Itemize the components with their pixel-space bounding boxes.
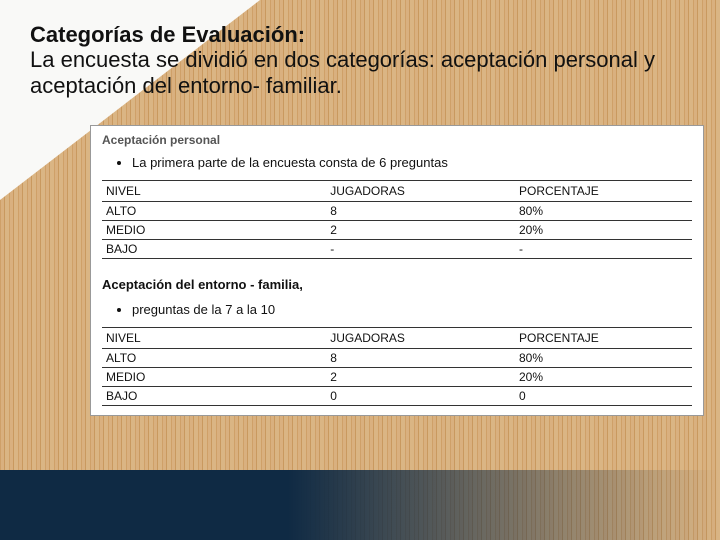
- section1-bullet: La primera parte de la encuesta consta d…: [132, 155, 692, 170]
- table-cell: 8: [326, 202, 515, 221]
- table-header: JUGADORAS: [326, 181, 515, 202]
- bottom-stripe: [0, 470, 720, 540]
- table-header: NIVEL: [102, 328, 326, 349]
- section1-bullets: La primera parte de la encuesta consta d…: [132, 155, 692, 170]
- section2-bullets: preguntas de la 7 a la 10: [132, 302, 692, 317]
- content-panel: Aceptación personal La primera parte de …: [90, 125, 704, 416]
- table-cell: ALTO: [102, 349, 326, 368]
- heading-body: La encuesta se dividió en dos categorías…: [30, 47, 655, 97]
- table-cell: BAJO: [102, 387, 326, 406]
- table-cell: -: [326, 240, 515, 259]
- table-cell: MEDIO: [102, 368, 326, 387]
- table-header-row: NIVEL JUGADORAS PORCENTAJE: [102, 328, 692, 349]
- table-cell: 0: [326, 387, 515, 406]
- table-header: NIVEL: [102, 181, 326, 202]
- heading-title: Categorías de Evaluación:: [30, 22, 305, 47]
- table-header: JUGADORAS: [326, 328, 515, 349]
- table-cell: BAJO: [102, 240, 326, 259]
- table-cell: 80%: [515, 349, 692, 368]
- table-header: PORCENTAJE: [515, 328, 692, 349]
- table-header-row: NIVEL JUGADORAS PORCENTAJE: [102, 181, 692, 202]
- table-cell: 20%: [515, 368, 692, 387]
- section1-table: NIVEL JUGADORAS PORCENTAJE ALTO 8 80% ME…: [102, 180, 692, 259]
- section2-table: NIVEL JUGADORAS PORCENTAJE ALTO 8 80% ME…: [102, 327, 692, 406]
- section2-bullet: preguntas de la 7 a la 10: [132, 302, 692, 317]
- table-cell: 0: [515, 387, 692, 406]
- table-cell: 8: [326, 349, 515, 368]
- table-row: ALTO 8 80%: [102, 349, 692, 368]
- table-cell: -: [515, 240, 692, 259]
- table-cell: 2: [326, 368, 515, 387]
- table-cell: 80%: [515, 202, 692, 221]
- table-row: MEDIO 2 20%: [102, 368, 692, 387]
- heading-block: Categorías de Evaluación: La encuesta se…: [30, 22, 690, 98]
- table-header: PORCENTAJE: [515, 181, 692, 202]
- table-row: BAJO 0 0: [102, 387, 692, 406]
- table-cell: 2: [326, 221, 515, 240]
- table-row: MEDIO 2 20%: [102, 221, 692, 240]
- table-row: BAJO - -: [102, 240, 692, 259]
- table-row: ALTO 8 80%: [102, 202, 692, 221]
- table-cell: MEDIO: [102, 221, 326, 240]
- section2-title: Aceptación del entorno - familia,: [102, 277, 692, 292]
- table-cell: 20%: [515, 221, 692, 240]
- section1-title: Aceptación personal: [102, 133, 692, 147]
- table-cell: ALTO: [102, 202, 326, 221]
